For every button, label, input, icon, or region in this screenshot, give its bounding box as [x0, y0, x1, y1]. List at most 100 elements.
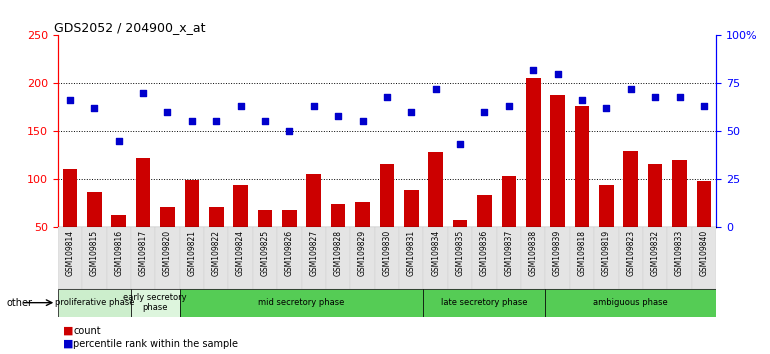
Text: GDS2052 / 204900_x_at: GDS2052 / 204900_x_at [55, 21, 206, 34]
Text: GSM109814: GSM109814 [65, 230, 75, 276]
Bar [179, 289, 424, 317]
Bar [112, 215, 126, 274]
Text: ■: ■ [63, 326, 74, 336]
Bar [160, 207, 175, 274]
Point [649, 94, 661, 99]
Text: ambiguous phase: ambiguous phase [594, 298, 668, 307]
Bar [399, 227, 424, 289]
Bar [574, 106, 589, 274]
Text: GSM109839: GSM109839 [553, 230, 562, 276]
Text: count: count [73, 326, 101, 336]
Bar [258, 210, 273, 274]
Text: GSM109828: GSM109828 [333, 230, 343, 276]
Bar [545, 289, 716, 317]
Text: ■: ■ [63, 339, 74, 349]
Bar [58, 227, 82, 289]
Bar [424, 289, 545, 317]
Point [357, 119, 369, 124]
Text: proliferative phase: proliferative phase [55, 298, 134, 307]
Text: GSM109831: GSM109831 [407, 230, 416, 276]
Point [698, 103, 710, 109]
Bar [594, 227, 618, 289]
Text: mid secretory phase: mid secretory phase [259, 298, 345, 307]
Bar [624, 151, 638, 274]
Text: GSM109815: GSM109815 [90, 230, 99, 276]
Bar [331, 204, 346, 274]
Text: GSM109836: GSM109836 [480, 230, 489, 276]
Point [454, 142, 466, 147]
Text: GSM109832: GSM109832 [651, 230, 660, 276]
Bar [355, 202, 370, 274]
Text: GSM109816: GSM109816 [114, 230, 123, 276]
Text: GSM109827: GSM109827 [310, 230, 318, 276]
Bar [404, 190, 419, 274]
Point [405, 109, 417, 115]
Bar [472, 227, 497, 289]
Bar [672, 160, 687, 274]
Text: GSM109821: GSM109821 [187, 230, 196, 276]
Text: GSM109825: GSM109825 [260, 230, 269, 276]
Bar [306, 174, 321, 274]
Bar [428, 152, 443, 274]
Point [112, 138, 125, 143]
Bar [477, 195, 492, 274]
Text: GSM109818: GSM109818 [578, 230, 587, 276]
Text: other: other [6, 298, 32, 308]
Point [503, 103, 515, 109]
Text: GSM109817: GSM109817 [139, 230, 148, 276]
Text: GSM109838: GSM109838 [529, 230, 537, 276]
Point [307, 103, 320, 109]
Bar [282, 210, 296, 274]
Bar [253, 227, 277, 289]
Point [259, 119, 271, 124]
Point [601, 105, 613, 111]
Bar [424, 227, 448, 289]
Point [551, 71, 564, 76]
Bar [618, 227, 643, 289]
Point [161, 109, 173, 115]
Text: GSM109820: GSM109820 [163, 230, 172, 276]
Bar [497, 227, 521, 289]
Bar [179, 227, 204, 289]
Text: percentile rank within the sample: percentile rank within the sample [73, 339, 238, 349]
Bar [570, 227, 594, 289]
Point [332, 113, 344, 119]
Text: GSM109835: GSM109835 [456, 230, 464, 276]
Point [527, 67, 539, 73]
Bar [599, 184, 614, 274]
Bar [668, 227, 691, 289]
Bar [229, 227, 253, 289]
Point [88, 105, 100, 111]
Text: early secretory
phase: early secretory phase [123, 293, 187, 312]
Point [186, 119, 198, 124]
Bar [691, 227, 716, 289]
Point [478, 109, 490, 115]
Bar [58, 289, 131, 317]
Bar [551, 95, 565, 274]
Text: GSM109830: GSM109830 [383, 230, 391, 276]
Bar [106, 227, 131, 289]
Bar [82, 227, 106, 289]
Point [624, 86, 637, 92]
Bar [501, 176, 516, 274]
Point [234, 103, 246, 109]
Bar [545, 227, 570, 289]
Text: late secretory phase: late secretory phase [441, 298, 527, 307]
Bar [277, 227, 302, 289]
Text: GSM109826: GSM109826 [285, 230, 294, 276]
Bar [185, 180, 199, 274]
Point [283, 128, 296, 134]
Bar [375, 227, 399, 289]
Bar [131, 227, 156, 289]
Bar [136, 158, 150, 274]
Bar [380, 164, 394, 274]
Bar [526, 79, 541, 274]
Bar [209, 207, 223, 274]
Text: GSM109824: GSM109824 [236, 230, 245, 276]
Point [210, 119, 223, 124]
Bar [697, 181, 711, 274]
Point [137, 90, 149, 96]
Point [64, 98, 76, 103]
Bar [521, 227, 545, 289]
Text: GSM109834: GSM109834 [431, 230, 440, 276]
